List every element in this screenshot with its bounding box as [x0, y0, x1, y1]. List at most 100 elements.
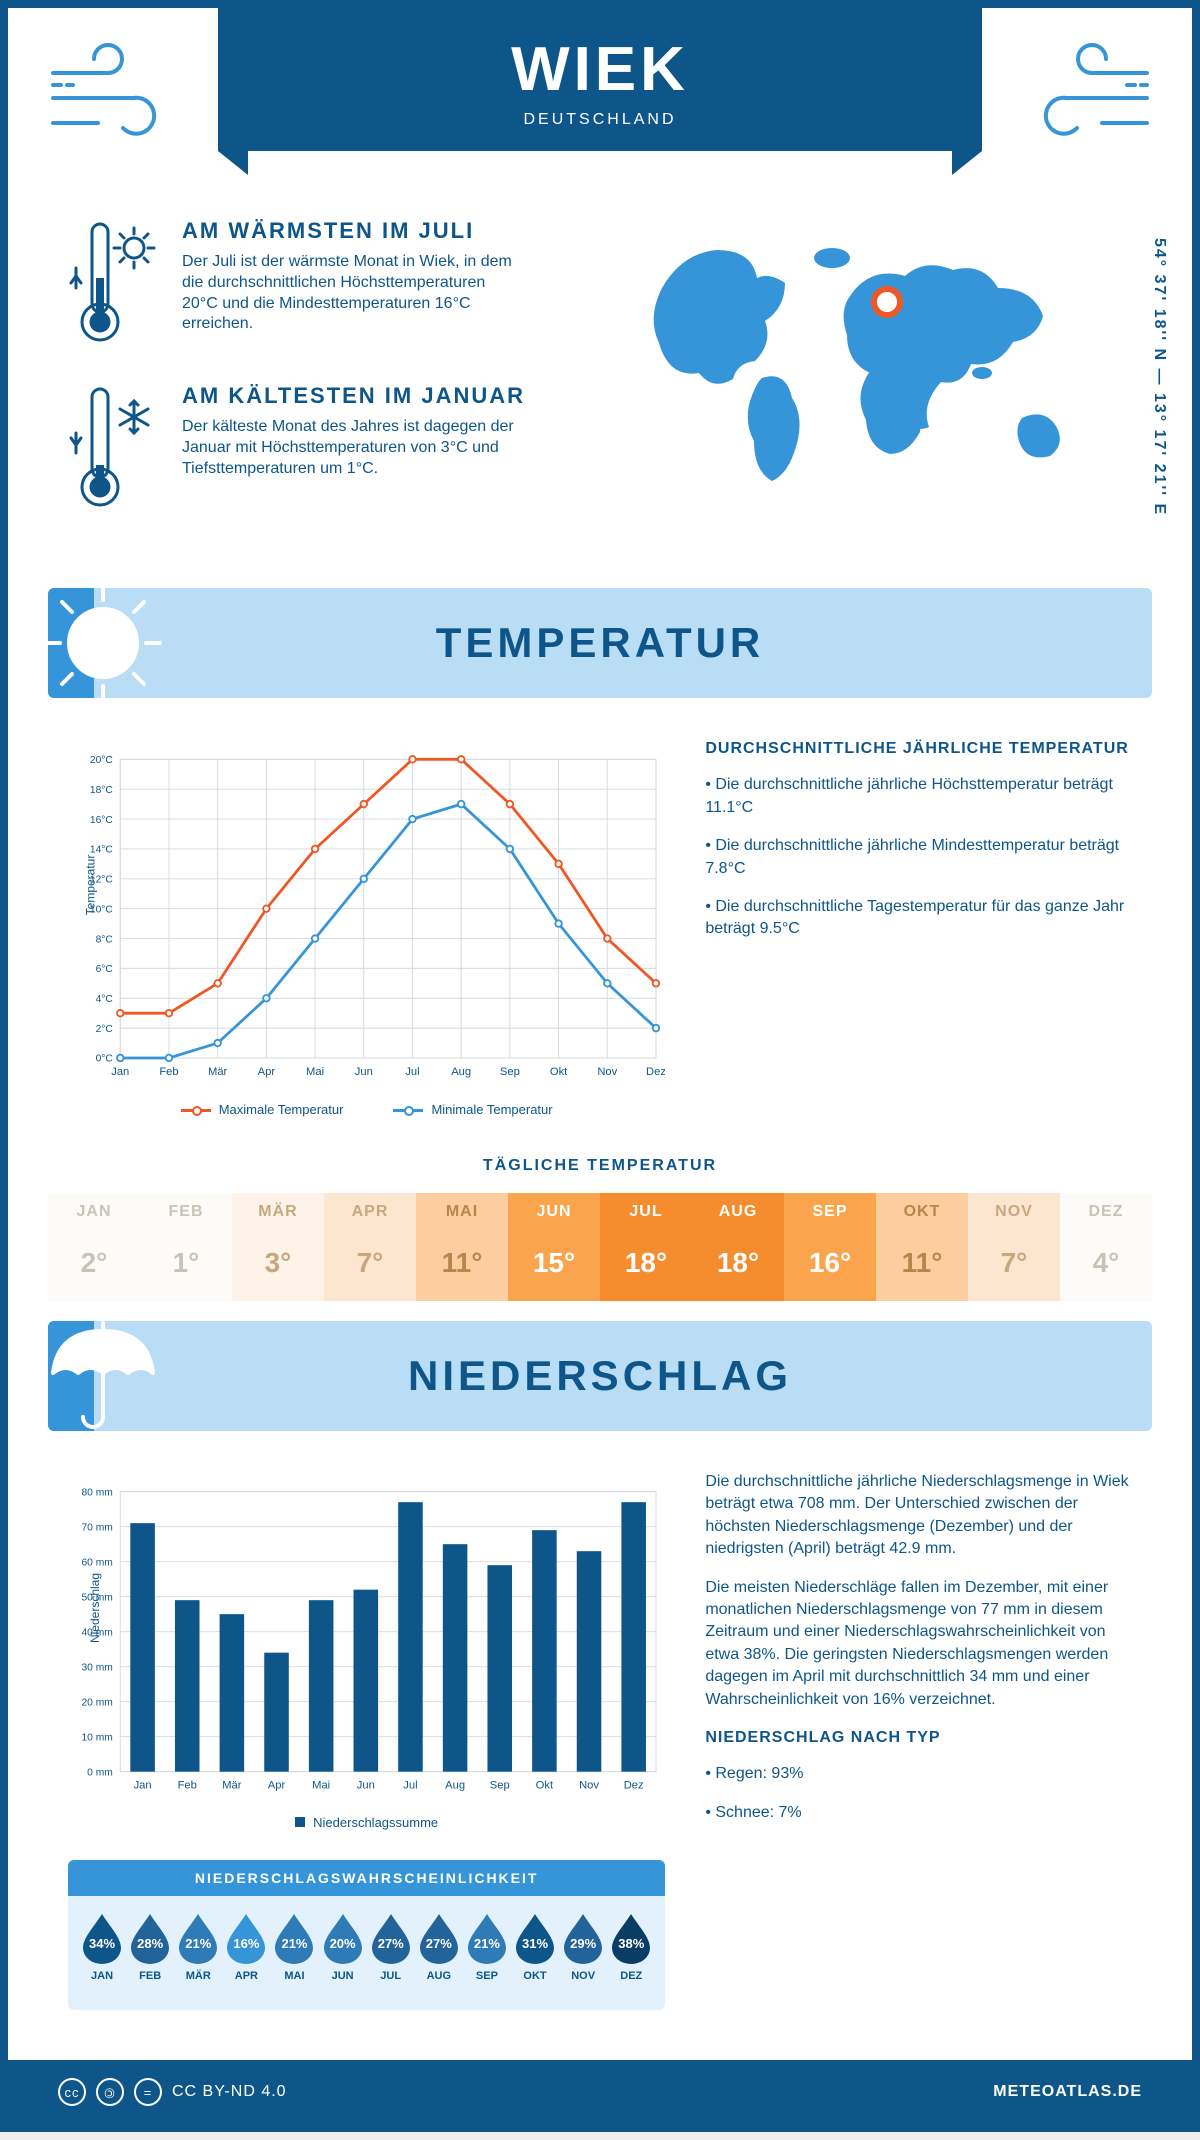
- daily-month: OKT: [876, 1193, 968, 1231]
- daily-value: 15°: [508, 1231, 600, 1301]
- precip-para1: Die durchschnittliche jährliche Niedersc…: [705, 1471, 1132, 1561]
- precip-prob-box: NIEDERSCHLAGSWAHRSCHEINLICHKEIT 34%JAN28…: [68, 1860, 665, 2010]
- coldest-text: Der kälteste Monat des Jahres ist dagege…: [182, 417, 522, 479]
- svg-text:Jul: Jul: [403, 1779, 417, 1791]
- prob-drop: 38%DEZ: [610, 1912, 652, 1982]
- coordinates: 54° 37' 18'' N — 13° 17' 21'' E: [1150, 238, 1168, 516]
- svg-text:Jun: Jun: [357, 1779, 375, 1791]
- legend-min: Minimale Temperatur: [431, 1102, 552, 1117]
- svg-text:Feb: Feb: [178, 1779, 197, 1791]
- svg-text:0°C: 0°C: [96, 1054, 114, 1065]
- temp-body: Temperatur 0°C2°C4°C6°C8°C10°C12°C14°C16…: [8, 698, 1192, 1137]
- title-banner: WIEK DEUTSCHLAND: [218, 8, 982, 151]
- daily-month: NOV: [968, 1193, 1060, 1231]
- daily-value: 18°: [692, 1231, 784, 1301]
- prob-drop: 16%APR: [225, 1912, 267, 1982]
- svg-text:Aug: Aug: [445, 1779, 465, 1791]
- daily-month: MÄR: [232, 1193, 324, 1231]
- prob-drop: 27%AUG: [418, 1912, 460, 1982]
- site-credit: METEOATLAS.DE: [993, 2083, 1142, 2101]
- svg-text:Mai: Mai: [306, 1066, 324, 1078]
- svg-text:Sep: Sep: [490, 1779, 510, 1791]
- daily-value: 11°: [416, 1231, 508, 1301]
- precip-legend: Niederschlagssumme: [68, 1815, 665, 1830]
- svg-text:6°C: 6°C: [96, 964, 114, 975]
- precip-para2: Die meisten Niederschläge fallen im Deze…: [705, 1577, 1132, 1711]
- prob-drop: 28%FEB: [129, 1912, 171, 1982]
- svg-text:Mär: Mär: [208, 1066, 228, 1078]
- daily-value: 18°: [600, 1231, 692, 1301]
- temp-title: TEMPERATUR: [436, 619, 765, 667]
- thermometer-cold-icon: [68, 383, 158, 518]
- svg-text:Dez: Dez: [624, 1779, 644, 1791]
- precip-body: Niederschlag 0 mm10 mm20 mm30 mm40 mm50 …: [8, 1431, 1192, 2030]
- svg-text:20 mm: 20 mm: [81, 1697, 112, 1708]
- header: WIEK DEUTSCHLAND: [8, 8, 1192, 188]
- country-subtitle: DEUTSCHLAND: [218, 111, 982, 129]
- nd-icon: =: [134, 2078, 162, 2106]
- thermometer-hot-icon: [68, 218, 158, 353]
- warmest-title: AM WÄRMSTEN IM JULI: [182, 218, 522, 244]
- license: cc 🄯 = CC BY-ND 4.0: [58, 2078, 287, 2106]
- city-title: WIEK: [218, 34, 982, 105]
- prob-drop: 20%JUN: [322, 1912, 364, 1982]
- svg-text:10 mm: 10 mm: [81, 1732, 112, 1743]
- daily-month: SEP: [784, 1193, 876, 1231]
- svg-text:Apr: Apr: [268, 1779, 286, 1791]
- prob-drop: 21%MAI: [273, 1912, 315, 1982]
- prob-drop: 34%JAN: [81, 1912, 123, 1982]
- prob-drop: 31%OKT: [514, 1912, 556, 1982]
- precip-bar-chart: Niederschlag 0 mm10 mm20 mm30 mm40 mm50 …: [68, 1471, 665, 1811]
- precip-ylabel: Niederschlag: [88, 1573, 102, 1643]
- precip-type-1: • Regen: 93%: [705, 1763, 1132, 1785]
- svg-text:2°C: 2°C: [96, 1024, 114, 1035]
- license-text: CC BY-ND 4.0: [172, 2083, 287, 2101]
- sun-icon: [38, 578, 168, 708]
- daily-month: FEB: [140, 1193, 232, 1231]
- svg-text:Okt: Okt: [550, 1066, 568, 1078]
- avg-bullet-3: • Die durchschnittliche Tagestemperatur …: [705, 896, 1132, 941]
- svg-text:Jan: Jan: [111, 1066, 129, 1078]
- svg-text:Mär: Mär: [222, 1779, 242, 1791]
- svg-text:Jan: Jan: [134, 1779, 152, 1791]
- daily-value: 7°: [968, 1231, 1060, 1301]
- svg-text:Sep: Sep: [500, 1066, 520, 1078]
- daily-value: 16°: [784, 1231, 876, 1301]
- daily-month: JUN: [508, 1193, 600, 1231]
- precip-title: NIEDERSCHLAG: [408, 1352, 792, 1400]
- wind-icon-left: [8, 8, 218, 188]
- daily-heading: TÄGLICHE TEMPERATUR: [48, 1157, 1152, 1175]
- coldest-title: AM KÄLTESTEN IM JANUAR: [182, 383, 525, 409]
- daily-value: 11°: [876, 1231, 968, 1301]
- svg-text:60 mm: 60 mm: [81, 1557, 112, 1568]
- daily-value: 2°: [48, 1231, 140, 1301]
- daily-temp-table: TÄGLICHE TEMPERATUR JANFEBMÄRAPRMAIJUNJU…: [48, 1157, 1152, 1301]
- warmest-block: AM WÄRMSTEN IM JULI Der Juli ist der wär…: [68, 218, 592, 353]
- avg-bullet-2: • Die durchschnittliche jährliche Mindes…: [705, 835, 1132, 880]
- svg-text:Mai: Mai: [312, 1779, 330, 1791]
- svg-text:80 mm: 80 mm: [81, 1487, 112, 1498]
- daily-value: 7°: [324, 1231, 416, 1301]
- umbrella-icon: [38, 1311, 168, 1441]
- svg-text:Aug: Aug: [451, 1066, 471, 1078]
- svg-text:Nov: Nov: [597, 1066, 617, 1078]
- prob-drop: 29%NOV: [562, 1912, 604, 1982]
- precip-section-header: NIEDERSCHLAG: [48, 1321, 1152, 1431]
- temp-legend: Maximale Temperatur Minimale Temperatur: [68, 1102, 665, 1117]
- svg-text:Nov: Nov: [579, 1779, 599, 1791]
- avg-bullet-1: • Die durchschnittliche jährliche Höchst…: [705, 774, 1132, 819]
- coldest-block: AM KÄLTESTEN IM JANUAR Der kälteste Mona…: [68, 383, 592, 518]
- daily-value: 3°: [232, 1231, 324, 1301]
- by-icon: 🄯: [96, 2078, 124, 2106]
- intro-row: AM WÄRMSTEN IM JULI Der Juli ist der wär…: [8, 188, 1192, 568]
- daily-month: JAN: [48, 1193, 140, 1231]
- legend-max: Maximale Temperatur: [219, 1102, 344, 1117]
- wind-icon-right: [982, 8, 1192, 188]
- svg-text:Okt: Okt: [536, 1779, 554, 1791]
- svg-text:70 mm: 70 mm: [81, 1522, 112, 1533]
- daily-value: 4°: [1060, 1231, 1152, 1301]
- svg-text:8°C: 8°C: [96, 934, 114, 945]
- svg-text:20°C: 20°C: [90, 755, 114, 766]
- warmest-text: Der Juli ist der wärmste Monat in Wiek, …: [182, 252, 522, 335]
- daily-month: MAI: [416, 1193, 508, 1231]
